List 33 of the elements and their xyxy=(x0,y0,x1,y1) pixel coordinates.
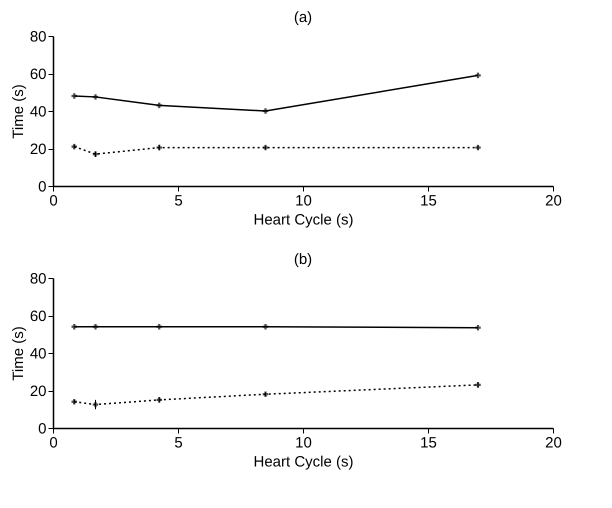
point xyxy=(156,102,162,108)
x-axis-title: Heart Cycle (s) xyxy=(253,212,354,228)
y-tick-label: 60 xyxy=(30,66,46,83)
point xyxy=(262,324,268,330)
y-tick-label: 40 xyxy=(30,104,46,120)
y-tick-label: 20 xyxy=(30,141,46,158)
x-tick-label: 10 xyxy=(295,192,312,210)
x-tick-label: 20 xyxy=(545,192,562,210)
y-tick-label: 0 xyxy=(38,178,46,196)
y-tick-label: 0 xyxy=(38,420,46,438)
y-axis-title: Time (s) xyxy=(10,326,27,381)
chart-title: (b) xyxy=(294,251,312,268)
x-tick-label: 15 xyxy=(420,192,437,210)
chart-title: (a) xyxy=(294,9,312,26)
x-tick-label: 20 xyxy=(545,434,562,452)
x-axis-title: Heart Cycle (s) xyxy=(253,454,354,470)
y-tick-label: 60 xyxy=(30,308,46,325)
point xyxy=(475,324,481,330)
x-tick-label: 5 xyxy=(174,192,183,210)
x-tick-label: 0 xyxy=(49,434,58,452)
y-tick-label: 80 xyxy=(30,28,46,46)
x-tick-label: 0 xyxy=(49,192,58,210)
point xyxy=(72,93,77,99)
x-tick-label: 5 xyxy=(174,434,183,452)
x-tick-label: 10 xyxy=(295,434,312,452)
y-tick-label: 40 xyxy=(30,346,46,362)
point xyxy=(72,324,77,330)
y-tick-label: 80 xyxy=(30,270,46,288)
y-axis-title: Time (s) xyxy=(10,84,27,139)
point xyxy=(156,324,162,330)
y-tick-label: 20 xyxy=(30,383,46,400)
point xyxy=(92,324,98,330)
x-tick-label: 15 xyxy=(420,434,437,452)
